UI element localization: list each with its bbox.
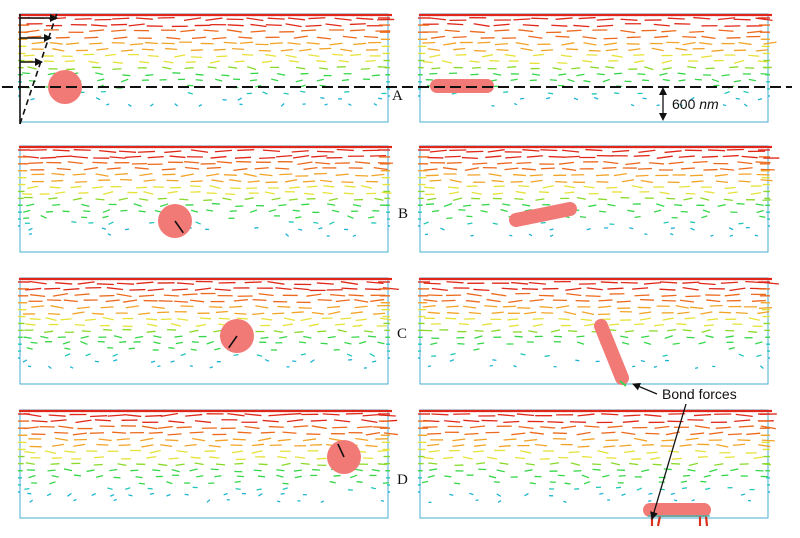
panel-c-left [18,277,399,385]
panel-a-left [18,13,395,123]
panel-a-right [418,13,777,123]
panel-d-right [418,409,777,527]
panels-layer [18,13,780,527]
bond-forces-arrows [632,383,687,520]
panel-d-left [18,409,399,519]
shear-profile [19,9,59,125]
scale-bar-unit: nm [699,96,719,112]
bond-forces-label: Bond forces [662,386,737,402]
overlay-layer [2,9,792,520]
panel-c-right [418,277,779,387]
row-label-c: C [397,326,408,342]
scale-bar [659,87,667,121]
panel-b-left [18,145,393,253]
panel-b-right [418,145,780,253]
scale-bar-label: 600 nm [672,96,719,112]
row-label-b: B [398,206,409,222]
row-label-d: D [397,472,408,488]
scale-bar-value: 600 [672,96,696,112]
row-label-a: A [392,88,403,104]
